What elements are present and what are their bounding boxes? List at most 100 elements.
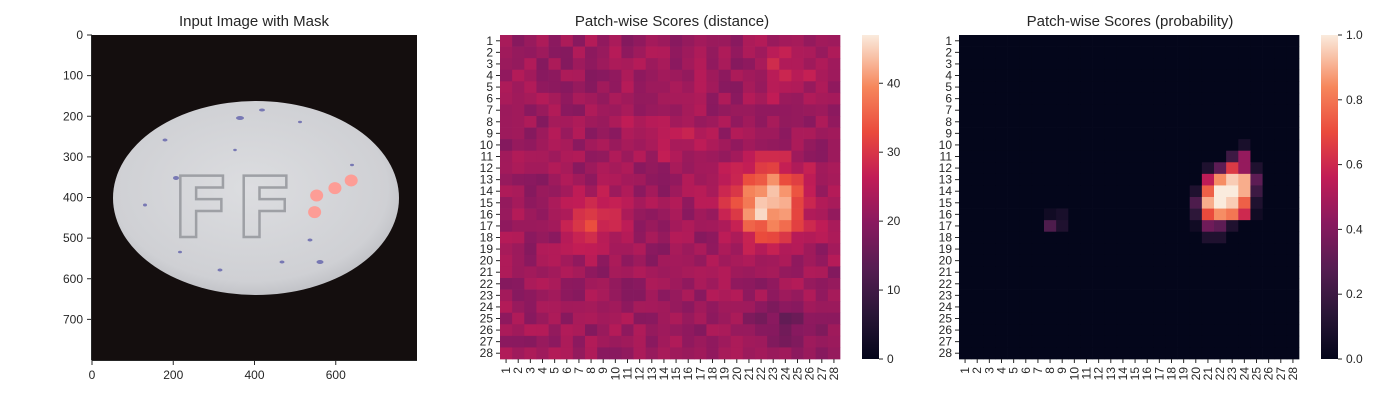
heatmap-cell (1262, 162, 1276, 175)
heatmap-cell (827, 127, 841, 140)
heatmap-cell (1080, 116, 1093, 128)
heatmap-cell (791, 127, 804, 140)
heatmap-cell (959, 324, 972, 337)
heatmap-cell (718, 58, 732, 71)
heatmap-cell (706, 254, 719, 267)
heatmap-cell (1274, 46, 1288, 59)
heatmap-cell (548, 69, 562, 82)
heatmap-cell (1007, 127, 1021, 140)
heatmap-cell (1214, 197, 1227, 209)
heatmap-cell (1141, 335, 1154, 348)
heatmap-cell (524, 162, 537, 175)
heatmap-cell (742, 35, 756, 47)
heatmap-cell (1068, 301, 1081, 314)
heatmap-cell (1214, 324, 1227, 337)
heatmap-cell (1214, 35, 1227, 47)
heatmap-cell (1165, 150, 1178, 163)
heatmap-cell (585, 173, 598, 186)
heatmap-cell (1019, 58, 1033, 71)
heatmap-cell (1007, 208, 1021, 221)
heatmap-cell (1031, 127, 1045, 140)
heatmap-cell (536, 208, 549, 221)
heatmap-cell (706, 231, 719, 244)
heatmap-cell (827, 35, 841, 47)
heatmap-cell (718, 139, 732, 152)
heatmap-cell (959, 243, 972, 256)
heatmap-cell (1238, 92, 1251, 105)
heatmap-cell (1250, 162, 1263, 175)
heatmap-cell (1141, 139, 1154, 152)
x-tick-label: 18 (1165, 367, 1179, 381)
heatmap-cell (1007, 35, 1021, 47)
heatmap-cell (657, 58, 671, 71)
heatmap-cell (827, 347, 841, 360)
heatmap-cell (959, 266, 972, 279)
heatmap-cell (718, 220, 732, 233)
heatmap-cell (1031, 150, 1045, 163)
heatmap-cell (682, 185, 695, 198)
heatmap-cell (560, 81, 574, 94)
heatmap-cell (1007, 197, 1021, 209)
heatmap-cell (983, 312, 996, 325)
heatmap-cell (815, 335, 829, 348)
heatmap-cell (694, 81, 707, 94)
heatmap-cell (597, 312, 610, 325)
heatmap-cell (670, 58, 683, 71)
heatmap-cell (959, 46, 972, 59)
heatmap-cell (1189, 35, 1203, 47)
heatmap-cell (1031, 173, 1045, 186)
heatmap-cell (585, 127, 598, 140)
heatmap-cell (803, 220, 817, 233)
heatmap-cell (657, 104, 671, 117)
heatmap-cell (597, 208, 610, 221)
heatmap-cell (645, 150, 659, 163)
heatmap-cell (742, 243, 756, 256)
heatmap-cell (779, 335, 792, 348)
heatmap-cell (718, 243, 732, 256)
heatmap-cell (536, 312, 549, 325)
panel-title-probability: Patch-wise Scores (probability) (1027, 13, 1234, 30)
heatmap-cell (1092, 58, 1106, 71)
heatmap-cell (1177, 289, 1191, 302)
heatmap-cell (670, 208, 683, 221)
heatmap-cell (1019, 127, 1033, 140)
heatmap-cell (1141, 324, 1154, 337)
heatmap-cell (971, 324, 984, 337)
heatmap-cell (1250, 197, 1263, 209)
heatmap-cell (1250, 312, 1263, 325)
heatmap-cell (1044, 266, 1057, 279)
y-tick-label: 25 (480, 312, 494, 326)
heatmap-cell (1250, 116, 1263, 128)
heatmap-cell (597, 162, 610, 175)
heatmap-cell (1189, 312, 1203, 325)
heatmap-cell (1286, 324, 1300, 337)
heatmap-cell (512, 231, 525, 244)
heatmap-cell (1141, 220, 1154, 233)
heatmap-cell (694, 116, 707, 128)
heatmap-cell (1165, 243, 1178, 256)
heatmap-cell (657, 185, 671, 198)
heatmap-cell (1153, 197, 1166, 209)
heatmap-cell (791, 139, 804, 152)
heatmap-cell (670, 312, 683, 325)
y-tick-label: 26 (939, 323, 953, 337)
heatmap-cell (1007, 46, 1021, 59)
heatmap-cell (803, 208, 817, 221)
heatmap-cell (791, 208, 804, 221)
heatmap-cell (645, 104, 659, 117)
heatmap-cell (1044, 162, 1057, 175)
heatmap-cell (755, 81, 768, 94)
x-tick-label: 0 (89, 368, 96, 382)
y-tick-label: 27 (480, 335, 494, 349)
heatmap-cell (1031, 197, 1045, 209)
heatmap-cell (633, 116, 647, 128)
heatmap-cell (1031, 347, 1045, 360)
heatmap-cell (524, 35, 537, 47)
heatmap-cell (1177, 197, 1191, 209)
heatmap-cell (718, 104, 732, 117)
heatmap-cell (1274, 243, 1288, 256)
heatmap-cell (1044, 289, 1057, 302)
heatmap-cell (694, 185, 707, 198)
heatmap-cell (767, 208, 780, 221)
heatmap-cell (1092, 208, 1106, 221)
